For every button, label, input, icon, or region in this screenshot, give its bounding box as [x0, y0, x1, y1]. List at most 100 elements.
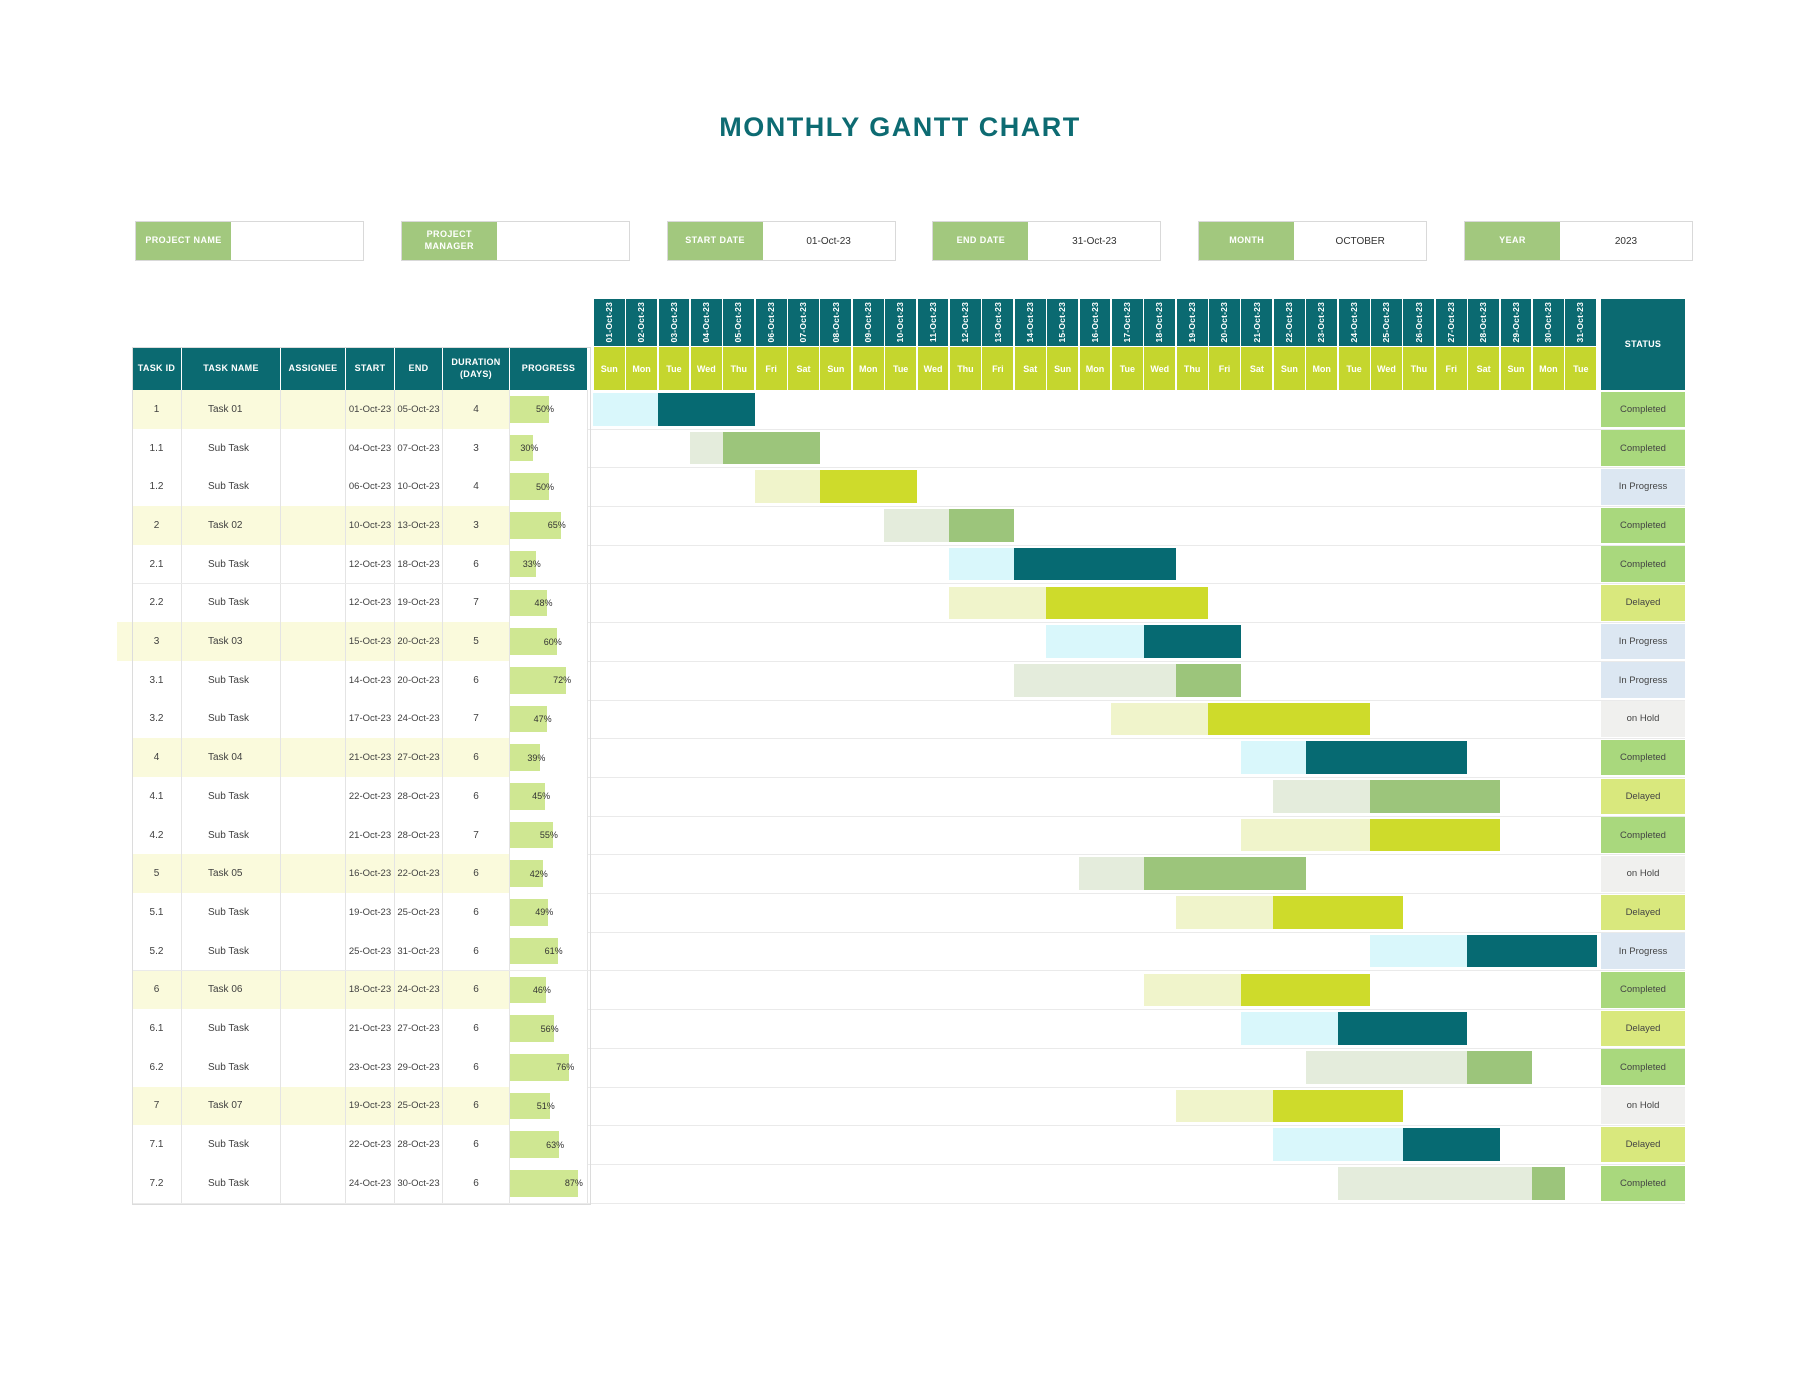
- cell-start[interactable]: 21-Oct-23: [346, 1009, 395, 1048]
- cell-assignee[interactable]: [281, 854, 346, 894]
- cell-progress[interactable]: 30%: [510, 428, 588, 468]
- cell-name[interactable]: Sub Task: [182, 815, 281, 855]
- project-name-value[interactable]: [231, 222, 363, 260]
- cell-name[interactable]: Task 06: [182, 970, 281, 1010]
- cell-end[interactable]: 05-Oct-23: [395, 390, 443, 429]
- status-badge[interactable]: In Progress: [1601, 468, 1685, 505]
- cell-name[interactable]: Task 07: [182, 1086, 281, 1126]
- gantt-bar-dark-segment[interactable]: [1273, 1089, 1403, 1123]
- cell-id[interactable]: 1: [132, 390, 182, 429]
- cell-duration[interactable]: 3: [443, 428, 510, 468]
- cell-id[interactable]: 3.1: [132, 660, 182, 700]
- cell-progress[interactable]: 76%: [510, 1047, 588, 1087]
- cell-end[interactable]: 28-Oct-23: [395, 815, 443, 855]
- cell-duration[interactable]: 6: [443, 931, 510, 971]
- cell-duration[interactable]: 6: [443, 660, 510, 700]
- cell-name[interactable]: Sub Task: [182, 777, 281, 816]
- cell-duration[interactable]: 3: [443, 506, 510, 545]
- cell-assignee[interactable]: [281, 390, 346, 429]
- gantt-bar-dark-segment[interactable]: [722, 431, 820, 465]
- status-badge[interactable]: Delayed: [1601, 778, 1685, 815]
- cell-assignee[interactable]: [281, 467, 346, 507]
- cell-assignee[interactable]: [281, 583, 346, 623]
- cell-duration[interactable]: 6: [443, 544, 510, 584]
- cell-name[interactable]: Task 02: [182, 506, 281, 545]
- cell-id[interactable]: 2.1: [132, 544, 182, 584]
- status-badge[interactable]: on Hold: [1601, 701, 1685, 737]
- cell-id[interactable]: 7.1: [132, 1125, 182, 1164]
- cell-id[interactable]: 6.1: [132, 1009, 182, 1048]
- status-badge[interactable]: Delayed: [1601, 894, 1685, 931]
- cell-end[interactable]: 20-Oct-23: [395, 660, 443, 700]
- cell-start[interactable]: 25-Oct-23: [346, 931, 395, 971]
- status-badge[interactable]: Completed: [1601, 1165, 1685, 1202]
- gantt-bar-dark-segment[interactable]: [1402, 1128, 1500, 1161]
- gantt-bar-light-segment[interactable]: [593, 393, 658, 426]
- cell-name[interactable]: Sub Task: [182, 699, 281, 739]
- status-badge[interactable]: Completed: [1601, 739, 1685, 776]
- cell-progress[interactable]: 56%: [510, 1009, 588, 1048]
- cell-id[interactable]: 7.2: [132, 1164, 182, 1203]
- gantt-bar-light-segment[interactable]: [1305, 1050, 1468, 1084]
- cell-id[interactable]: 4: [132, 738, 182, 777]
- gantt-bar-dark-segment[interactable]: [1467, 1050, 1533, 1084]
- cell-start[interactable]: 24-Oct-23: [346, 1164, 395, 1203]
- cell-end[interactable]: 10-Oct-23: [395, 467, 443, 507]
- cell-progress[interactable]: 61%: [510, 931, 588, 971]
- cell-progress[interactable]: 33%: [510, 544, 588, 584]
- cell-start[interactable]: 16-Oct-23: [346, 854, 395, 894]
- cell-duration[interactable]: 6: [443, 777, 510, 816]
- cell-start[interactable]: 19-Oct-23: [346, 1086, 395, 1126]
- cell-end[interactable]: 31-Oct-23: [395, 931, 443, 971]
- cell-end[interactable]: 29-Oct-23: [395, 1047, 443, 1087]
- cell-duration[interactable]: 6: [443, 1125, 510, 1164]
- status-badge[interactable]: Delayed: [1601, 585, 1685, 621]
- cell-end[interactable]: 27-Oct-23: [395, 1009, 443, 1048]
- status-badge[interactable]: In Progress: [1601, 933, 1685, 969]
- gantt-bar-dark-segment[interactable]: [1532, 1167, 1565, 1200]
- cell-duration[interactable]: 6: [443, 893, 510, 932]
- cell-end[interactable]: 25-Oct-23: [395, 893, 443, 932]
- status-badge[interactable]: Completed: [1601, 430, 1685, 466]
- cell-id[interactable]: 6.2: [132, 1047, 182, 1087]
- cell-progress[interactable]: 51%: [510, 1086, 588, 1126]
- cell-id[interactable]: 3: [132, 622, 182, 661]
- gantt-bar-dark-segment[interactable]: [1370, 780, 1500, 813]
- gantt-bar-light-segment[interactable]: [1111, 702, 1209, 736]
- gantt-bar-light-segment[interactable]: [1337, 1167, 1533, 1200]
- cell-duration[interactable]: 6: [443, 1086, 510, 1126]
- cell-name[interactable]: Sub Task: [182, 1047, 281, 1087]
- cell-id[interactable]: 6: [132, 970, 182, 1010]
- gantt-bar-light-segment[interactable]: [1078, 857, 1144, 891]
- cell-start[interactable]: 19-Oct-23: [346, 893, 395, 932]
- cell-end[interactable]: 27-Oct-23: [395, 738, 443, 777]
- gantt-bar-light-segment[interactable]: [1240, 1012, 1338, 1045]
- gantt-bar-dark-segment[interactable]: [1046, 586, 1209, 620]
- cell-duration[interactable]: 6: [443, 1009, 510, 1048]
- cell-assignee[interactable]: [281, 931, 346, 971]
- cell-name[interactable]: Sub Task: [182, 660, 281, 700]
- cell-start[interactable]: 18-Oct-23: [346, 970, 395, 1010]
- status-badge[interactable]: In Progress: [1601, 662, 1685, 699]
- gantt-bar-dark-segment[interactable]: [1143, 857, 1306, 891]
- cell-id[interactable]: 4.1: [132, 777, 182, 816]
- cell-duration[interactable]: 6: [443, 854, 510, 894]
- gantt-bar-dark-segment[interactable]: [1337, 1012, 1468, 1045]
- gantt-bar-dark-segment[interactable]: [819, 470, 917, 504]
- cell-name[interactable]: Sub Task: [182, 1125, 281, 1164]
- cell-name[interactable]: Sub Task: [182, 428, 281, 468]
- gantt-bar-dark-segment[interactable]: [1175, 663, 1241, 697]
- cell-assignee[interactable]: [281, 777, 346, 816]
- cell-progress[interactable]: 47%: [510, 699, 588, 739]
- gantt-bar-light-segment[interactable]: [1240, 741, 1306, 774]
- cell-assignee[interactable]: [281, 893, 346, 932]
- gantt-bar-light-segment[interactable]: [949, 547, 1015, 581]
- cell-name[interactable]: Task 01: [182, 390, 281, 429]
- cell-assignee[interactable]: [281, 622, 346, 661]
- cell-duration[interactable]: 7: [443, 699, 510, 739]
- cell-progress[interactable]: 72%: [510, 660, 588, 700]
- cell-start[interactable]: 12-Oct-23: [346, 544, 395, 584]
- cell-assignee[interactable]: [281, 699, 346, 739]
- cell-progress[interactable]: 45%: [510, 777, 588, 816]
- cell-name[interactable]: Sub Task: [182, 544, 281, 584]
